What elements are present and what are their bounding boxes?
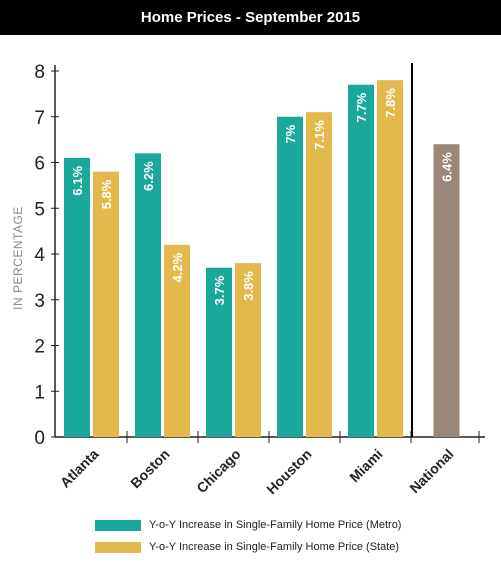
legend-label-metro: Y-o-Y Increase in Single-Family Home Pri…	[149, 519, 402, 531]
bar-value-label: 6.2%	[141, 161, 156, 191]
x-tick-label: National	[406, 446, 456, 496]
legend-item-metro: Y-o-Y Increase in Single-Family Home Pri…	[95, 514, 401, 536]
bar-metro	[277, 116, 303, 437]
bar-value-label: 7.7%	[354, 92, 369, 122]
bar-metro	[135, 153, 161, 437]
y-tick-label: 2	[34, 337, 45, 358]
legend-swatch-state	[95, 541, 141, 553]
legend: Y-o-Y Increase in Single-Family Home Pri…	[95, 514, 401, 558]
bar-metro	[206, 267, 232, 437]
bar-value-label: 3.8%	[241, 271, 256, 301]
bar-national	[433, 144, 460, 437]
bar-value-label: 6.1%	[70, 165, 85, 195]
x-tick-label: Miami	[346, 446, 385, 485]
y-tick-label: 7	[34, 108, 45, 129]
bar-value-label: 3.7%	[212, 275, 227, 305]
x-tick-label: Boston	[127, 446, 172, 491]
bar-state	[164, 244, 190, 437]
y-tick-label: 8	[34, 62, 45, 83]
y-tick-label: 4	[34, 245, 45, 266]
y-tick-label: 3	[34, 291, 45, 312]
y-tick-label: 6	[34, 154, 45, 175]
bar-value-label: 7.1%	[312, 120, 327, 150]
y-tick-label: 0	[34, 428, 45, 449]
bar-state	[235, 263, 261, 437]
bar-value-label: 5.8%	[99, 179, 114, 209]
x-tick-label: Chicago	[193, 446, 243, 496]
bar-state	[93, 171, 119, 437]
y-tick-label: 5	[34, 199, 45, 220]
y-tick-label: 1	[34, 382, 45, 403]
legend-item-state: Y-o-Y Increase in Single-Family Home Pri…	[95, 536, 401, 558]
y-axis-label: IN PERCENTAGE	[11, 206, 25, 310]
legend-swatch-metro	[95, 519, 141, 531]
bar-metro	[348, 84, 374, 437]
bar-value-label: 4.2%	[170, 252, 185, 282]
x-tick-label: Atlanta	[57, 446, 102, 491]
bar-state	[306, 112, 332, 438]
bar-value-label: 6.4%	[440, 152, 455, 182]
legend-label-state: Y-o-Y Increase in Single-Family Home Pri…	[149, 541, 400, 553]
bar-state	[377, 80, 403, 438]
bar-value-label: 7%	[283, 124, 298, 143]
bar-metro	[64, 157, 90, 438]
x-tick-label: Houston	[263, 446, 314, 497]
bar-value-label: 7.8%	[383, 88, 398, 118]
chart-title: Home Prices - September 2015	[0, 0, 501, 35]
